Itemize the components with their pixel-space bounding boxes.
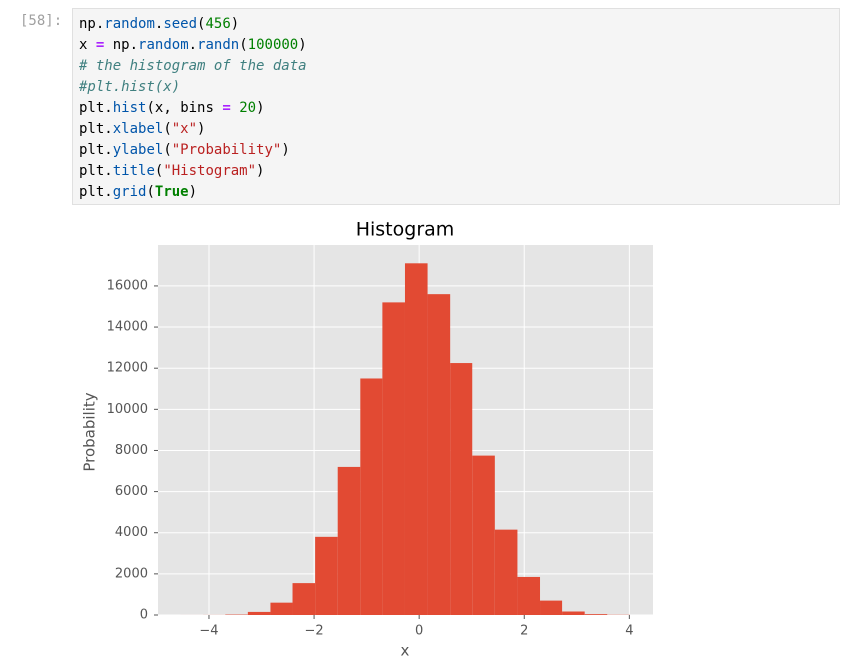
y-tick-label: 12000 (107, 361, 148, 376)
code-cell[interactable]: np.random.seed(456) x = np.random.randn(1… (72, 8, 840, 205)
histogram-bar (494, 529, 518, 615)
histogram-bar (562, 611, 585, 615)
y-tick-label: 2000 (115, 566, 148, 581)
y-tick-label: 0 (140, 608, 148, 623)
x-tick-label: 4 (625, 624, 633, 639)
y-tick-label: 10000 (107, 402, 148, 417)
histogram-bar (427, 294, 451, 615)
code-line: x = np.random.randn(100000) (79, 37, 307, 53)
x-tick-label: −4 (199, 624, 218, 639)
chart-title: Histogram (356, 219, 455, 241)
x-axis-label: x (401, 642, 410, 660)
histogram-bar (382, 302, 405, 615)
histogram-bar (584, 614, 608, 615)
histogram-bar (247, 611, 271, 615)
x-tick-label: 2 (520, 624, 528, 639)
histogram-bar (315, 536, 338, 615)
code-line: # the histogram of the data (79, 58, 307, 74)
y-tick-label: 16000 (107, 278, 148, 293)
y-tick-label: 8000 (115, 443, 148, 458)
histogram-bar (404, 263, 428, 615)
code-line: plt.hist(x, bins = 20) (79, 100, 265, 116)
y-tick-label: 4000 (115, 525, 148, 540)
y-tick-label: 6000 (115, 484, 148, 499)
histogram-bar (292, 583, 316, 615)
cell-prompt: [58]: (20, 13, 63, 29)
histogram-bar (337, 466, 361, 615)
x-tick-label: 0 (415, 624, 423, 639)
histogram-bar (472, 455, 495, 615)
histogram-bar (450, 363, 473, 615)
histogram-bar (270, 602, 293, 615)
y-axis-label: Probability (81, 392, 99, 471)
code-line: #plt.hist(x) (79, 79, 181, 95)
code-line: plt.xlabel("x") (79, 121, 206, 137)
histogram-bar (360, 378, 383, 615)
code-line: plt.title("Histogram") (79, 163, 265, 179)
x-tick-label: −2 (304, 624, 323, 639)
code-line: plt.ylabel("Probability") (79, 142, 290, 158)
code-line: np.random.seed(456) (79, 16, 240, 32)
code-line: plt.grid(True) (79, 184, 198, 200)
histogram-bar (540, 600, 563, 615)
y-tick-label: 14000 (107, 320, 148, 335)
histogram-bar (517, 576, 541, 615)
